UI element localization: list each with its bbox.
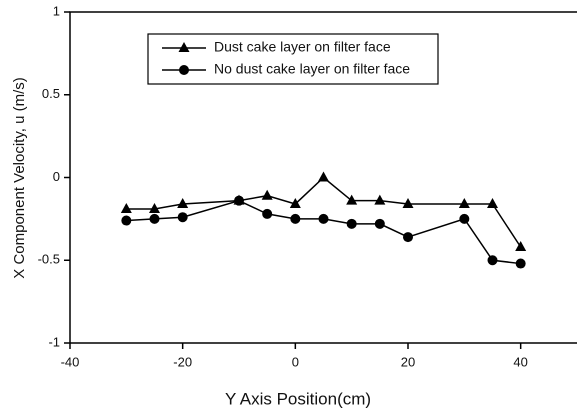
marker: [459, 213, 470, 224]
y-tick-label: -0.5: [38, 252, 60, 267]
marker: [120, 202, 132, 213]
marker: [121, 215, 132, 226]
marker: [289, 197, 301, 208]
marker: [290, 213, 301, 224]
marker: [458, 197, 470, 208]
marker: [178, 42, 190, 52]
marker: [261, 189, 273, 200]
y-tick-label: -1: [48, 334, 60, 349]
x-tick-label: -20: [173, 354, 192, 369]
y-tick-label: 1: [53, 3, 60, 18]
series-line: [126, 199, 521, 265]
marker: [403, 232, 413, 243]
marker: [318, 213, 329, 224]
y-tick-label: 0: [53, 169, 60, 184]
marker: [149, 213, 160, 224]
y-tick-label: 0.5: [42, 86, 60, 101]
marker: [179, 65, 189, 75]
marker: [346, 218, 357, 229]
marker: [177, 212, 188, 223]
series-line: [126, 176, 522, 248]
legend-label: No dust cake layer on filter face: [214, 61, 410, 77]
marker: [402, 197, 414, 208]
marker: [234, 195, 244, 206]
marker: [374, 194, 386, 205]
marker: [515, 258, 526, 269]
marker: [149, 202, 160, 213]
x-tick-label: 20: [401, 354, 415, 369]
marker: [487, 197, 498, 208]
x-tick-label: -40: [61, 354, 80, 369]
marker: [177, 197, 189, 208]
marker: [515, 241, 527, 252]
marker: [487, 255, 498, 266]
marker: [262, 208, 273, 219]
x-axis-label: Y Axis Position(cm): [225, 389, 371, 408]
legend-box: [147, 33, 439, 85]
x-tick-label: 0: [292, 354, 299, 369]
marker: [318, 171, 329, 182]
y-axis-label: X Component Velocity, u (m/s): [11, 77, 28, 278]
legend-label: Dust cake layer on filter face: [214, 39, 391, 55]
marker: [346, 194, 358, 205]
x-tick-label: 40: [513, 354, 527, 369]
marker: [374, 218, 385, 229]
